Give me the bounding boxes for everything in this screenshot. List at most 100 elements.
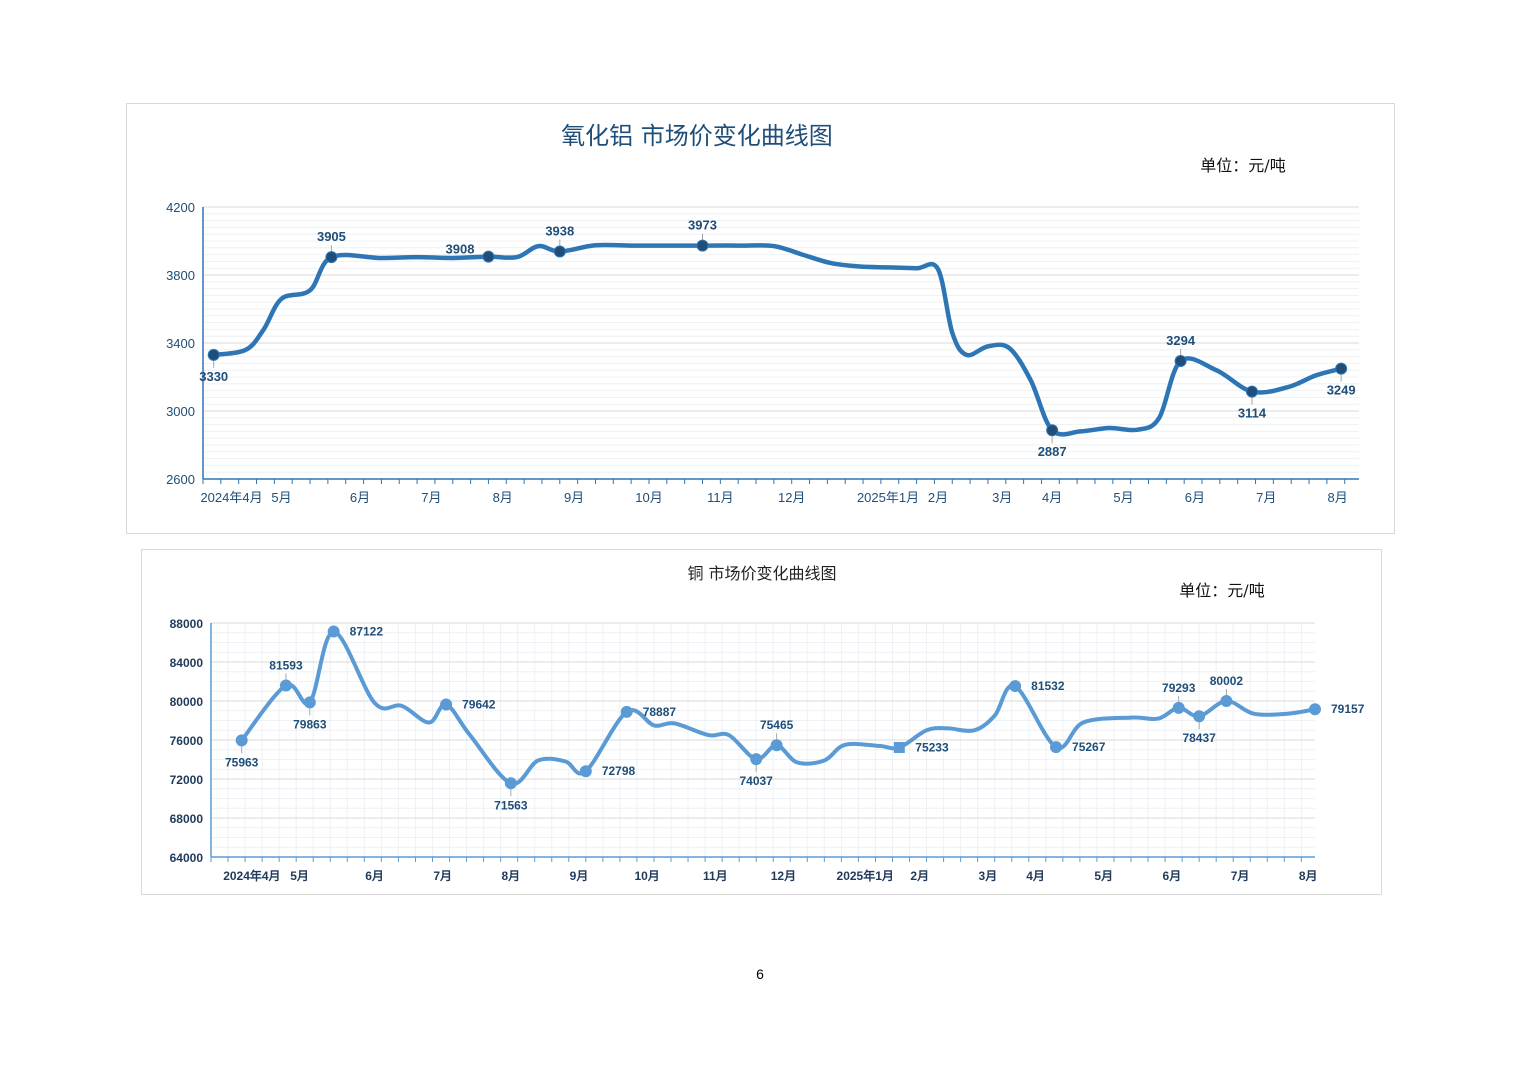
y-tick-label: 76000 [170,734,204,748]
data-point [1009,680,1022,693]
data-label: 3938 [545,224,574,239]
unit-label: 单位：元/吨 [1200,156,1285,175]
data-point [1050,741,1063,754]
x-tick-label: 6月 [1185,490,1205,505]
data-label: 3294 [1166,333,1196,348]
y-tick-label: 64000 [170,851,204,865]
x-tick-label: 7月 [421,490,441,505]
x-tick-label: 12月 [778,490,805,505]
data-label: 79293 [1162,681,1196,695]
x-tick-label: 4月 [1042,490,1062,505]
data-label: 78887 [643,705,677,719]
data-point [1245,385,1258,398]
data-point [327,625,340,638]
x-tick-label: 6月 [350,490,370,505]
data-label: 75233 [915,740,949,754]
data-label: 3249 [1327,383,1356,398]
data-point [440,698,453,711]
x-tick-label: 7月 [433,869,452,883]
data-label: 75465 [760,718,794,732]
x-tick-label: 11月 [707,490,734,505]
data-point [325,251,338,264]
y-tick-label: 80000 [170,695,204,709]
x-tick-label: 2024年4月 [223,868,280,883]
x-tick-label: 7月 [1256,490,1276,505]
x-tick-label: 5月 [1113,490,1133,505]
x-tick-label: 4月 [1026,869,1045,883]
y-tick-label: 3400 [166,336,195,351]
x-tick-label: 9月 [570,869,589,883]
data-point [750,753,763,766]
x-tick-label: 2025年1月 [857,490,919,505]
x-tick-label: 2月 [910,869,929,883]
x-tick-label: 12月 [771,869,796,883]
data-point [553,245,566,258]
data-point [1046,424,1059,437]
x-tick-label: 11月 [703,869,728,883]
data-point [1309,703,1321,716]
x-tick-label: 6月 [1163,869,1182,883]
x-tick-label: 3月 [992,490,1012,505]
data-point [303,696,316,709]
series-line [239,629,1317,786]
data-label: 2887 [1038,444,1067,459]
data-point [696,239,709,252]
data-label: 72798 [602,764,636,778]
data-label: 75963 [225,755,259,769]
data-label: 74037 [739,774,773,788]
x-tick-label: 2025年1月 [837,868,894,883]
y-tick-label: 68000 [170,812,204,826]
y-tick-label: 4200 [166,200,195,215]
data-point [482,250,495,263]
data-label: 3973 [688,218,717,233]
y-tick-label: 3000 [166,404,195,419]
copper-chart-svg: 铜 市场价变化曲线图 单位：元/吨 64000 68000 72000 76000 80… [170,564,1365,883]
data-label: 79157 [1331,702,1365,716]
data-label: 71563 [494,798,528,812]
x-tick-label: 6月 [365,869,384,883]
data-label: 80002 [1210,674,1244,688]
data-label: 78437 [1182,731,1216,745]
page-number: 6 [756,966,764,982]
data-point [504,777,517,790]
data-point [1174,355,1187,368]
y-tick-label: 88000 [170,617,204,631]
x-tick-label: 10月 [634,869,659,883]
data-label: 79642 [462,697,496,711]
x-tick-label: 5月 [290,869,309,883]
data-label: 75267 [1072,740,1106,754]
x-tick-label: 9月 [564,490,584,505]
chart-title: 铜 市场价变化曲线图 [687,564,836,583]
gridlines [203,206,1359,480]
data-point [1193,710,1206,723]
x-tick-label: 2024年4月 [200,490,262,505]
x-tick-label: 8月 [493,490,513,505]
data-point [207,348,220,361]
copper-price-chart: 铜 市场价变化曲线图 单位：元/吨 64000 68000 72000 76000 80… [141,549,1382,895]
data-label: 3908 [446,242,475,257]
y-tick-label: 84000 [170,656,204,670]
x-tick-label: 7月 [1231,869,1250,883]
data-label: 3905 [317,229,346,244]
alumina-price-chart: 氧化铝 市场价变化曲线图 单位：元/吨 2600 3000 3400 3800 4200… [126,103,1395,534]
data-point [893,741,905,753]
data-label: 79863 [293,717,327,731]
y-tick-label: 2600 [166,472,195,487]
y-tick-label: 3800 [166,268,195,283]
data-point [279,679,292,692]
data-label: 81532 [1031,679,1065,693]
x-tick-label: 5月 [271,490,291,505]
data-point [1335,362,1348,375]
data-label: 3114 [1238,406,1267,421]
x-tick-label: 8月 [1327,490,1347,505]
series-line [211,242,1344,437]
data-point [1220,694,1233,707]
x-tick-label: 3月 [979,869,998,883]
data-point [579,765,592,778]
data-label: 87122 [350,625,384,639]
data-point [620,705,633,718]
data-point [235,734,248,747]
x-tick-label: 8月 [1299,869,1318,883]
data-point [1172,701,1185,714]
data-label: 3330 [199,369,228,384]
